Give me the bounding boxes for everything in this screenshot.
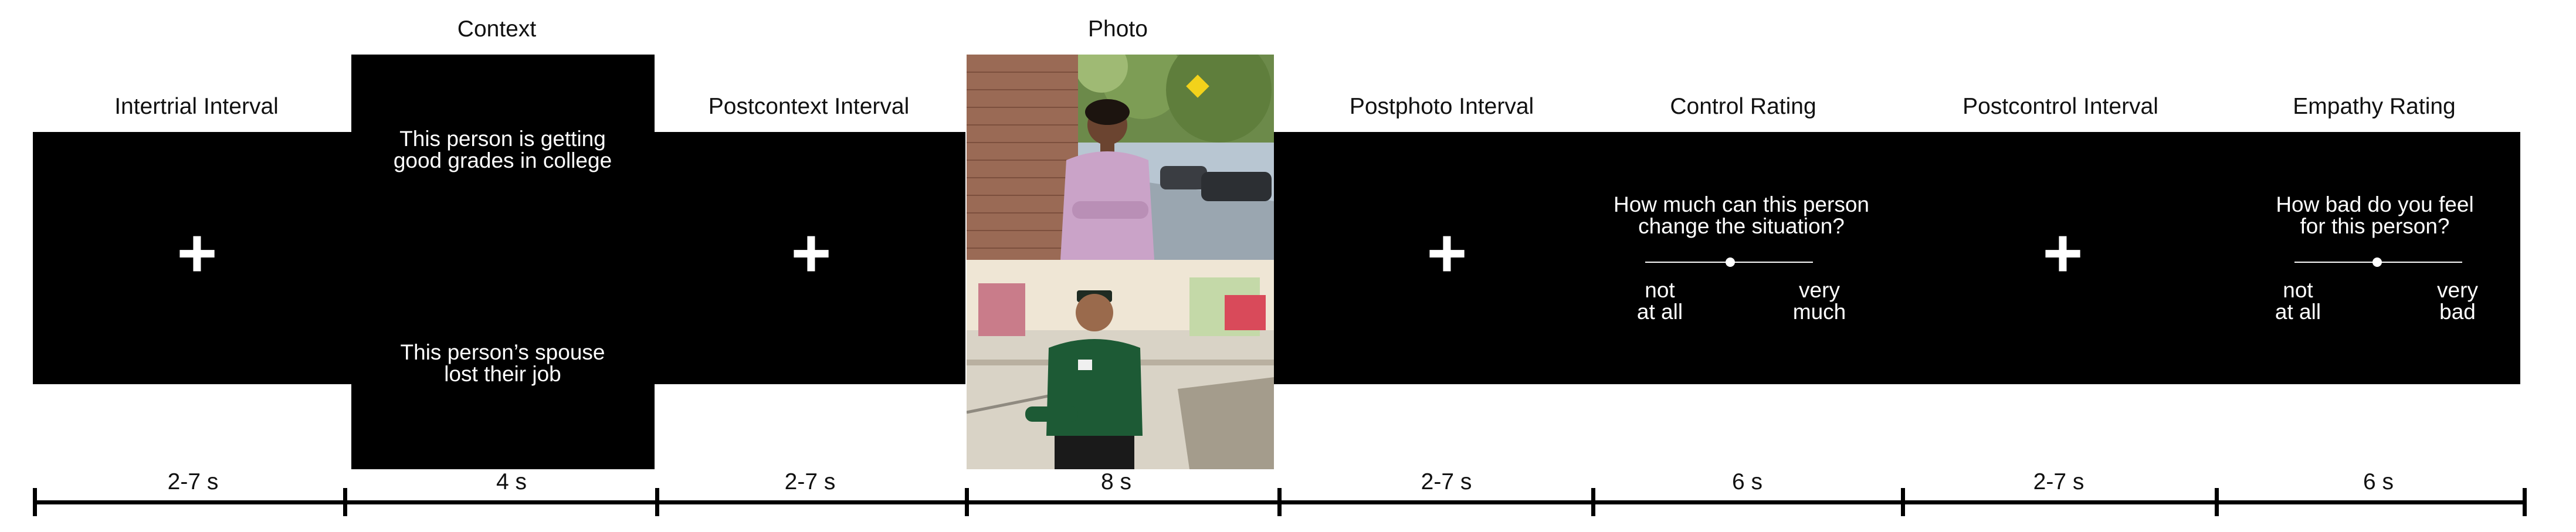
question-line: for this person? bbox=[2300, 214, 2450, 238]
duration-label: 2-7 s bbox=[167, 469, 219, 494]
stage-label-photo: Photo bbox=[1088, 16, 1148, 42]
timeline-tick bbox=[965, 488, 969, 516]
anchor-line: not bbox=[2283, 278, 2313, 302]
anchor-line: at all bbox=[2275, 300, 2321, 324]
duration-label: 2-7 s bbox=[1421, 469, 1472, 494]
context-line: good grades in college bbox=[393, 148, 612, 172]
context-line: This person is getting bbox=[399, 127, 606, 151]
timeline-tick bbox=[1591, 488, 1595, 516]
control-anchor-left: not at all bbox=[1637, 279, 1683, 323]
control-anchor-right: very much bbox=[1793, 279, 1846, 323]
timeline-tick bbox=[33, 488, 37, 516]
context-screen bbox=[351, 55, 655, 469]
photo-man bbox=[967, 260, 1274, 469]
duration-label: 4 s bbox=[496, 469, 527, 494]
photo-woman bbox=[967, 55, 1274, 260]
anchor-line: bad bbox=[2439, 300, 2476, 324]
duration-label: 2-7 s bbox=[2033, 469, 2084, 494]
question-line: change the situation? bbox=[1638, 214, 1845, 238]
stage-label-empathy-rating: Empathy Rating bbox=[2293, 94, 2456, 119]
stage-label-control-rating: Control Rating bbox=[1670, 94, 1816, 119]
timeline-tick bbox=[2215, 488, 2219, 516]
stage-label-postcontext: Postcontext Interval bbox=[708, 94, 910, 119]
empathy-anchor-left: not at all bbox=[2275, 279, 2321, 323]
stage-label-postcontrol: Postcontrol Interval bbox=[1962, 94, 2158, 119]
timeline-tick bbox=[1901, 488, 1905, 516]
control-rating-screen bbox=[1591, 132, 1900, 384]
duration-label: 6 s bbox=[1731, 469, 1763, 494]
duration-label: 2-7 s bbox=[784, 469, 836, 494]
anchor-line: much bbox=[1792, 300, 1846, 324]
duration-label: 6 s bbox=[2363, 469, 2394, 494]
empathy-anchor-right: very bad bbox=[2437, 279, 2478, 323]
anchor-line: at all bbox=[1636, 300, 1683, 324]
empathy-rating-question: How bad do you feel for this person? bbox=[2276, 194, 2473, 237]
timeline-tick bbox=[655, 488, 659, 516]
postcontrol-screen bbox=[1899, 132, 2216, 384]
question-line: How much can this person bbox=[1614, 192, 1869, 216]
postcontext-screen bbox=[655, 132, 965, 384]
fixation-cross-icon: + bbox=[1426, 215, 1467, 292]
stage-label-intertrial: Intertrial Interval bbox=[114, 94, 279, 119]
question-line: How bad do you feel bbox=[2276, 192, 2474, 216]
intertrial-screen bbox=[33, 132, 352, 384]
timeline-tick bbox=[2523, 488, 2527, 516]
timeline-tick bbox=[343, 488, 347, 516]
context-text-positive: This person is getting good grades in co… bbox=[394, 128, 612, 171]
fixation-cross-icon: + bbox=[791, 215, 832, 292]
anchor-line: very bbox=[2437, 278, 2478, 302]
fixation-cross-icon: + bbox=[177, 215, 218, 292]
duration-label: 8 s bbox=[1100, 469, 1132, 494]
stage-label-postphoto: Postphoto Interval bbox=[1349, 94, 1534, 119]
control-rating-question: How much can this person change the situ… bbox=[1614, 194, 1869, 237]
postphoto-screen bbox=[1273, 132, 1592, 384]
anchor-line: not bbox=[1645, 278, 1675, 302]
fixation-cross-icon: + bbox=[2042, 215, 2083, 292]
control-rating-slider-knob bbox=[1726, 257, 1735, 267]
empathy-rating-screen bbox=[2215, 132, 2520, 384]
context-line: This person’s spouse bbox=[400, 340, 605, 364]
context-text-negative: This person’s spouse lost their job bbox=[401, 341, 605, 385]
stage-label-context: Context bbox=[457, 16, 537, 42]
anchor-line: very bbox=[1799, 278, 1840, 302]
context-line: lost their job bbox=[444, 362, 561, 386]
timeline-tick bbox=[1277, 488, 1282, 516]
empathy-rating-slider-knob bbox=[2372, 257, 2382, 267]
